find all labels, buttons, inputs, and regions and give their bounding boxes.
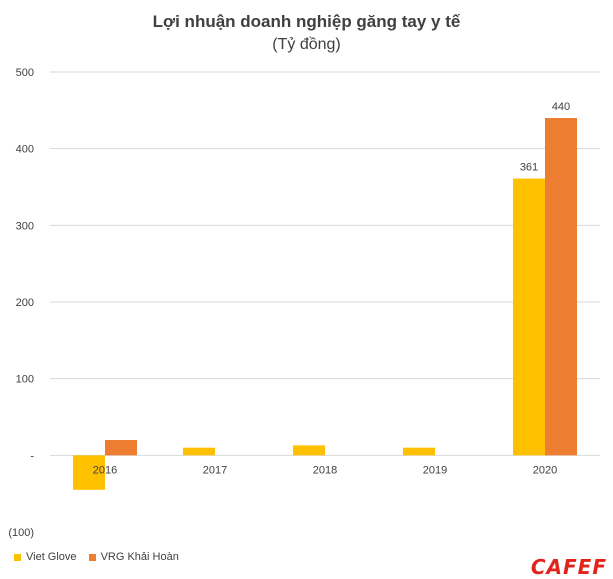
legend-label-viet-glove: Viet Glove — [26, 551, 77, 563]
chart-subtitle: (Tỷ đồng) — [272, 36, 341, 53]
cafef-logo: CAFEF — [530, 555, 607, 579]
y-tick-label: 300 — [16, 220, 34, 232]
bar-viet-glove-2018 — [293, 445, 325, 456]
bar-viet-glove-2020 — [513, 178, 545, 456]
y-tick-label: 500 — [16, 67, 34, 79]
bar-viet-glove-2016 — [73, 455, 105, 490]
y-tick-label: 400 — [16, 144, 34, 156]
y-tick-label: (100) — [8, 527, 34, 539]
data-label-0: 361 — [520, 162, 538, 174]
chart-title: Lợi nhuận doanh nghiệp găng tay y tế — [152, 12, 461, 31]
legend-item-vrg-khai-hoan: VRG Khải Hoàn — [88, 551, 179, 563]
x-tick-label: 2019 — [423, 464, 447, 476]
legend: Viet Glove VRG Khải Hoàn — [14, 551, 191, 563]
bar-viet-glove-2017 — [183, 447, 215, 456]
data-label-1: 440 — [552, 101, 570, 113]
legend-item-viet-glove: Viet Glove — [14, 551, 77, 563]
bar-viet-glove-2019 — [403, 447, 435, 456]
x-tick-label: 2016 — [93, 464, 117, 476]
legend-swatch-vrg-khai-hoan — [88, 553, 96, 561]
x-tick-label: 2020 — [533, 464, 557, 476]
legend-swatch-viet-glove — [14, 553, 21, 561]
x-tick-label: 2018 — [313, 464, 337, 476]
legend-label-vrg-khai-hoan: VRG Khải Hoàn — [100, 551, 179, 563]
bar-vrg-kh-i-ho-n-2020 — [545, 118, 577, 456]
x-tick-label: 2017 — [203, 464, 227, 476]
y-tick-label: - — [30, 450, 34, 462]
y-tick-label: 200 — [16, 297, 34, 309]
bar-vrg-kh-i-ho-n-2016 — [105, 440, 137, 456]
y-tick-label: 100 — [16, 374, 34, 386]
